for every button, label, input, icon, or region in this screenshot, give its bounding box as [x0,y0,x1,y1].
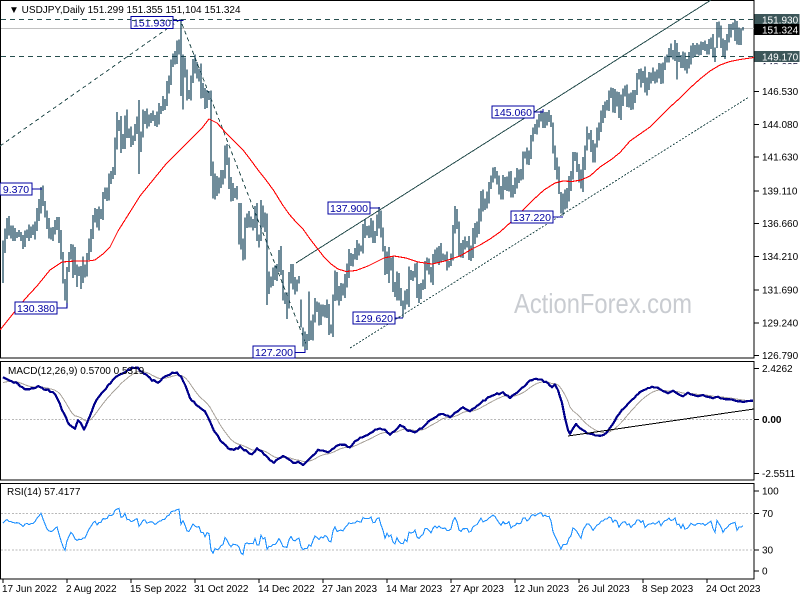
svg-text:131.690: 131.690 [762,286,799,297]
svg-text:141.630: 141.630 [762,153,799,164]
svg-text:8 Sep 2023: 8 Sep 2023 [642,584,694,595]
svg-text:MACD(12,26,9) 0.5700 0.5319: MACD(12,26,9) 0.5700 0.5319 [8,366,145,377]
svg-text:146.530: 146.530 [762,87,799,98]
svg-text:RSI(14) 57.4177: RSI(14) 57.4177 [7,487,81,498]
svg-text:17 Jun 2022: 17 Jun 2022 [2,584,57,595]
svg-text:ActionForex.com: ActionForex.com [514,288,692,319]
svg-text:14 Dec 2022: 14 Dec 2022 [258,584,315,595]
svg-text:9.370: 9.370 [3,184,29,196]
svg-text:▼ USDJPY,Daily 151.299 151.35: ▼ USDJPY,Daily 151.299 151.355 151,104 1… [9,5,241,16]
svg-text:0: 0 [762,567,768,578]
svg-text:31 Oct 2022: 31 Oct 2022 [194,584,249,595]
svg-text:27 Apr 2023: 27 Apr 2023 [450,584,504,595]
svg-text:70: 70 [762,509,774,520]
svg-text:127.200: 127.200 [255,347,293,359]
svg-text:149.170: 149.170 [762,53,799,64]
svg-text:145.060: 145.060 [494,107,532,119]
svg-text:126.790: 126.790 [762,351,799,362]
svg-text:2.4262: 2.4262 [762,364,793,375]
svg-text:-2.5511: -2.5511 [762,469,796,480]
svg-text:151.930: 151.930 [762,16,799,27]
svg-text:129.240: 129.240 [762,318,799,329]
svg-text:100: 100 [762,487,779,498]
svg-text:27 Jan 2023: 27 Jan 2023 [322,584,377,595]
svg-text:0.00: 0.00 [762,415,782,426]
svg-text:130.380: 130.380 [17,303,55,315]
svg-text:137.900: 137.900 [330,203,368,215]
svg-text:24 Oct 2023: 24 Oct 2023 [706,584,761,595]
svg-text:136.660: 136.660 [762,219,799,230]
svg-text:12 Jun 2023: 12 Jun 2023 [514,584,569,595]
svg-text:129.620: 129.620 [355,313,393,325]
svg-text:144.080: 144.080 [762,120,799,131]
svg-text:26 Jul 2023: 26 Jul 2023 [578,584,630,595]
svg-text:14 Mar 2023: 14 Mar 2023 [386,584,443,595]
svg-text:148.025: 148.025 [762,62,799,73]
svg-text:151.930: 151.930 [133,18,171,30]
svg-text:151.324: 151.324 [762,26,799,37]
svg-text:30: 30 [762,546,774,557]
svg-text:139.110: 139.110 [762,186,798,197]
svg-text:2 Aug 2022: 2 Aug 2022 [66,584,117,595]
svg-text:134.210: 134.210 [762,252,799,263]
svg-text:15 Sep 2022: 15 Sep 2022 [130,584,187,595]
svg-text:137.220: 137.220 [513,212,551,224]
